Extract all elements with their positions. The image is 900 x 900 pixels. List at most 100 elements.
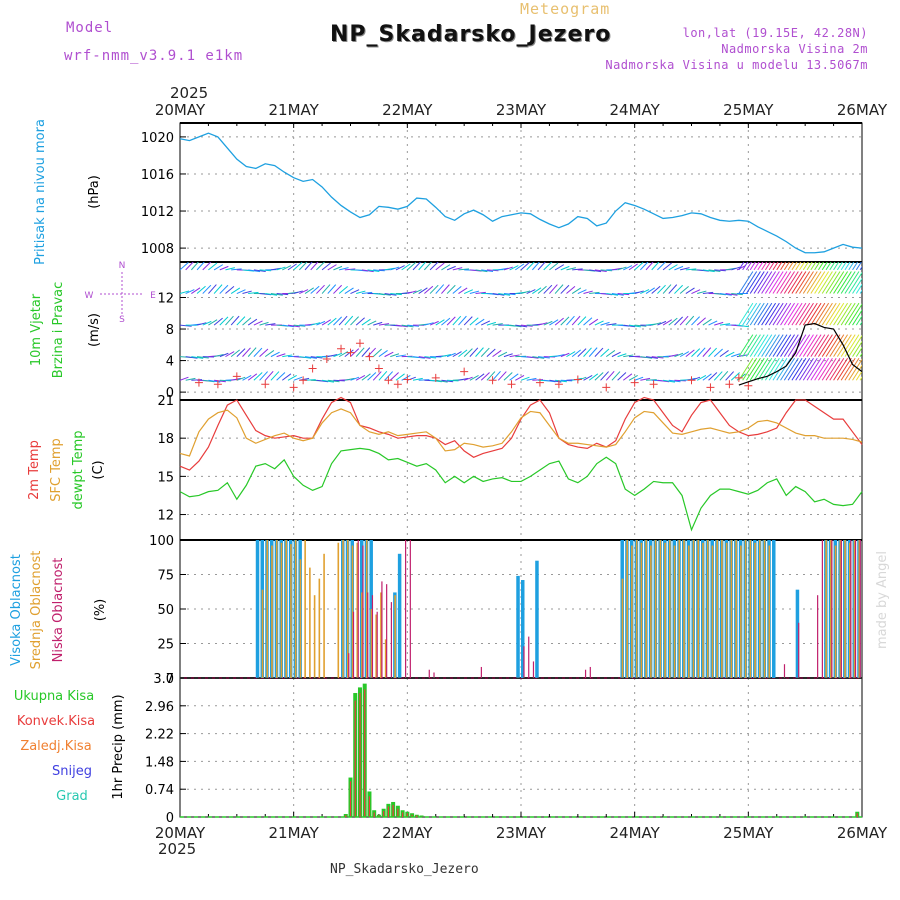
cloud-mid-bar (825, 540, 827, 678)
wind-barb (322, 379, 335, 383)
wind-barb (708, 347, 717, 357)
wind-barb-strong (780, 334, 795, 357)
wind-barb-strong (787, 271, 803, 294)
gust-marker (744, 381, 753, 390)
cloud-low-bar (386, 584, 388, 678)
model-value: wrf-nmm_v3.9.1 e1km (64, 48, 244, 64)
wind-barb (344, 349, 354, 358)
wind-barb (259, 371, 268, 381)
wind-barb-strong (848, 358, 862, 381)
wind-barb-strong (818, 262, 825, 271)
wind-barb (611, 371, 621, 381)
pressure-line (179, 132, 863, 254)
cloud-mid-bar (744, 540, 747, 678)
x-tick-label-top: 26MAY (837, 101, 888, 119)
wind-barb-strong (814, 358, 830, 381)
wind-barb (731, 293, 743, 296)
wind-barb (361, 269, 374, 273)
wind-barb (463, 348, 473, 357)
cloud-mid-bar (361, 592, 363, 678)
wind-barb (543, 320, 553, 326)
wind-barb (651, 285, 661, 294)
wind-barb (191, 287, 201, 294)
wind-barb (344, 287, 354, 294)
wind-barb-strong (829, 262, 836, 271)
wind-barb (231, 268, 242, 271)
wind-barb (680, 267, 690, 271)
wind-barb-strong (802, 262, 809, 271)
wind-barb (424, 356, 437, 359)
wind-barb (248, 291, 259, 295)
wind-barb-strong (825, 334, 841, 357)
wind-barb-strong (852, 277, 862, 294)
gust-marker (308, 364, 317, 373)
wind-barb-strong (787, 302, 803, 326)
wind-barb (298, 262, 308, 271)
wind-barb-strong (738, 358, 754, 381)
wind-barb (401, 375, 411, 381)
wind-barb (435, 319, 445, 326)
cloud-low-bar (798, 622, 800, 678)
wind-barb-strong (757, 334, 773, 357)
x-tick-label-bottom: 25MAY (723, 824, 774, 842)
wind-barb (463, 289, 473, 294)
wind-barb (219, 316, 229, 326)
wind-barb (577, 316, 587, 326)
wind-barb (270, 351, 280, 358)
wind-barb-strong (772, 271, 788, 294)
wind-label-2: Brzina i Pravac (51, 282, 66, 379)
wind-barb (583, 317, 593, 326)
precip-conv-bar (383, 810, 385, 817)
gust-marker (346, 348, 355, 357)
wind-barb (708, 372, 718, 381)
wind-barb (588, 318, 599, 326)
wind-barb (367, 269, 380, 273)
wind-barb (395, 324, 408, 328)
wind-barb (441, 264, 451, 271)
wind-barb-strong (746, 262, 753, 271)
cloud-mid-bar (394, 595, 396, 678)
wind-barb-strong (825, 271, 841, 294)
wind-barb-strong (787, 358, 803, 381)
wind-barb (583, 375, 593, 381)
wind-barb (736, 265, 746, 271)
wind-barb (634, 324, 647, 327)
wind-barb-strong (776, 334, 792, 357)
wind-barb (219, 265, 229, 271)
wind-barb (696, 375, 707, 381)
temp-title-group: dewpt Temp (71, 430, 86, 509)
pressure-label: Pritisak na nivou mora (33, 119, 48, 265)
cloud-mid-bar (848, 542, 851, 678)
wind-barb (390, 353, 400, 358)
cloud-mid-bar (673, 545, 676, 678)
wind-barb (202, 284, 212, 294)
wind-barb (242, 375, 252, 381)
y-tick-label: 1012 (141, 205, 174, 220)
wind-barb (526, 356, 539, 359)
wind-barb (663, 379, 676, 383)
gust-marker (602, 383, 611, 392)
wind-barb-strong (757, 358, 773, 381)
wind-barb (736, 324, 749, 328)
wind-barb (486, 348, 496, 357)
cloud-low-bar (854, 540, 857, 678)
cloud-unit-group: (%) (93, 599, 108, 622)
wind-barb (469, 290, 480, 295)
y-tick-label: 1016 (141, 168, 174, 183)
wind-barb (696, 347, 706, 357)
footer-station: NP_Skadarsko_Jezero (330, 862, 479, 877)
wind-barbs (180, 262, 862, 392)
wind-barb (532, 287, 542, 294)
wind-barb (520, 376, 530, 381)
wind-barb-strong (799, 358, 814, 381)
wind-barb (549, 319, 559, 326)
y-tick-label: 21 (157, 394, 174, 409)
wind-barb (208, 262, 218, 271)
cloud-mid-bar (370, 609, 373, 678)
wind-barb (566, 351, 576, 358)
wind-barb-strong (814, 334, 830, 357)
wind-barb (600, 321, 610, 326)
wind-barb (367, 320, 377, 326)
cloud-low-bar (528, 636, 530, 678)
wind-barb (304, 356, 317, 359)
